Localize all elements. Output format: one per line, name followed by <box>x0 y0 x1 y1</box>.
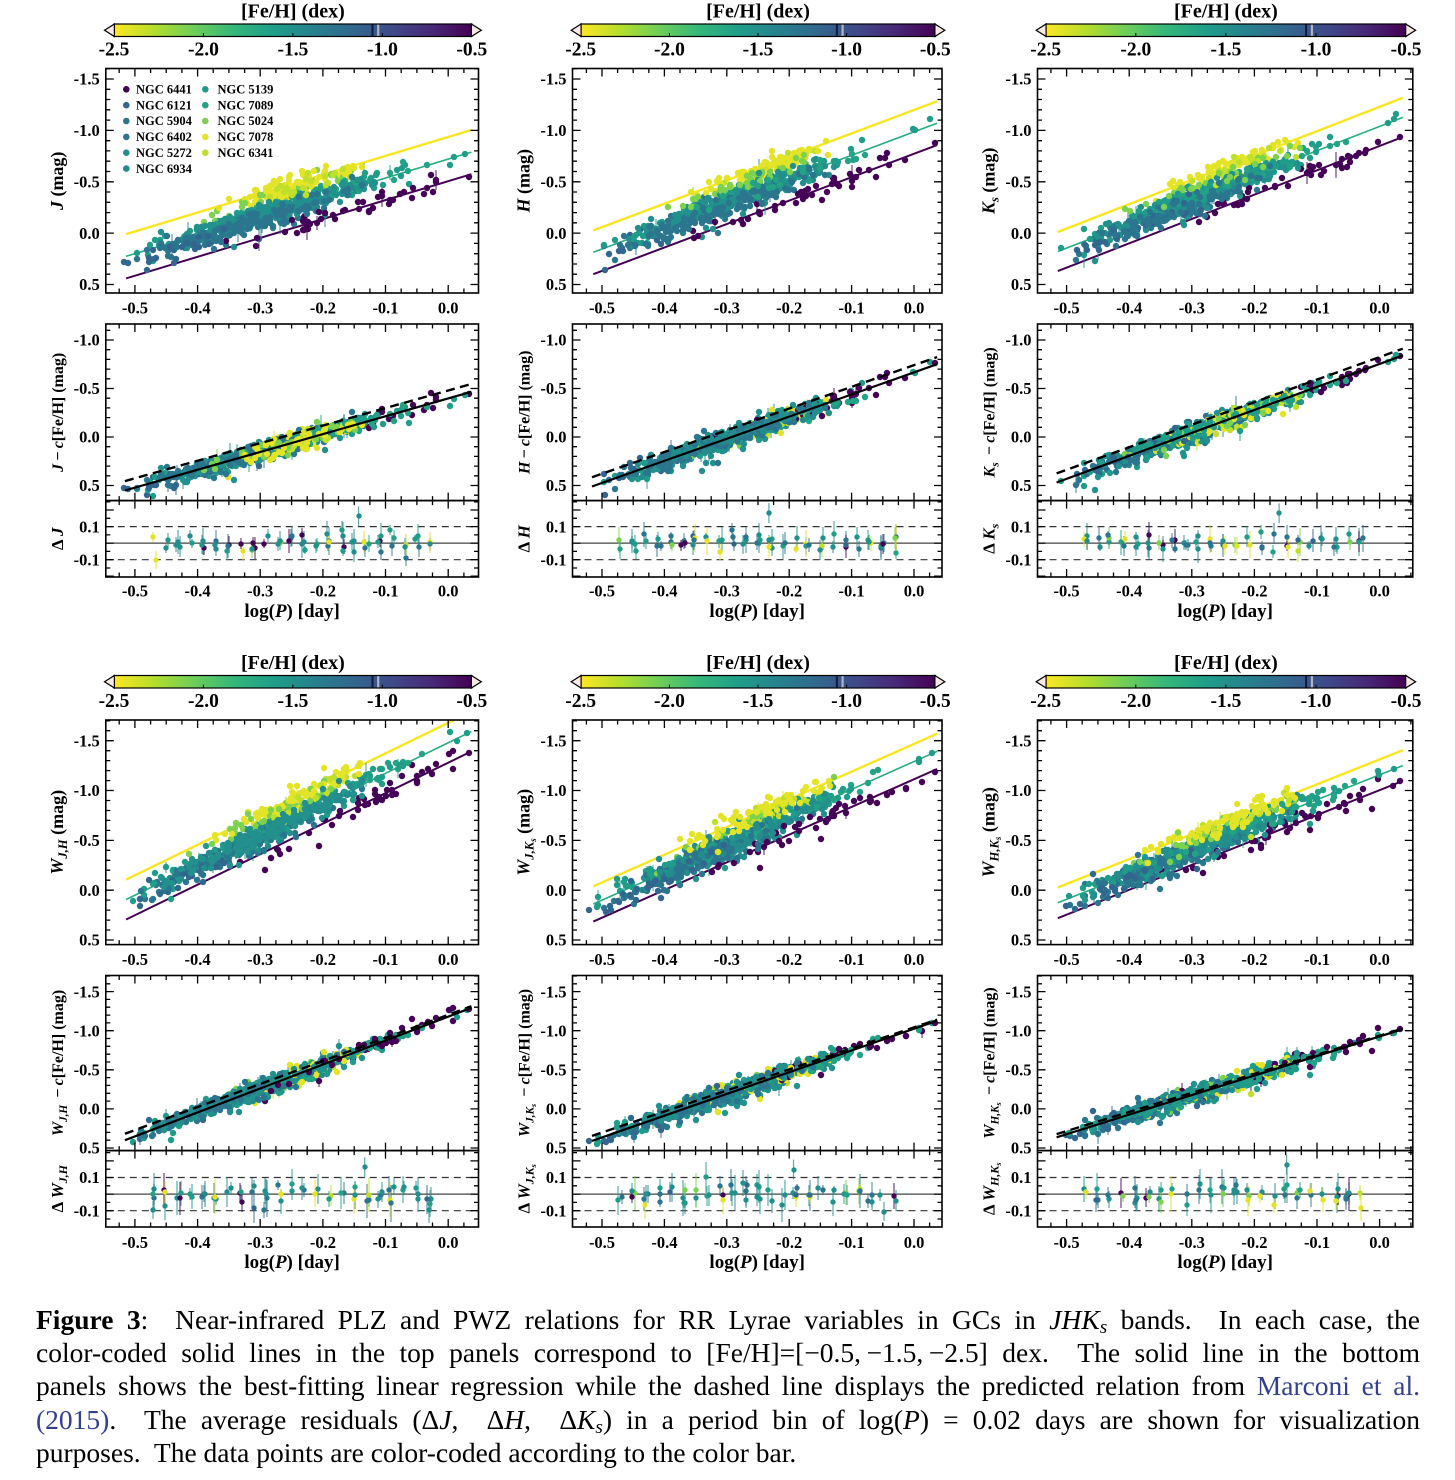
svg-text:0.5: 0.5 <box>546 476 567 495</box>
svg-text:0.5: 0.5 <box>1011 275 1032 294</box>
svg-text:0.5: 0.5 <box>79 275 100 294</box>
svg-text:0.0: 0.0 <box>438 299 459 318</box>
svg-text:0.5: 0.5 <box>546 275 567 294</box>
svg-text:-1.5: -1.5 <box>277 39 308 60</box>
svg-text:-0.1: -0.1 <box>372 299 398 318</box>
svg-text:0.0: 0.0 <box>904 299 925 318</box>
svg-text:-0.5: -0.5 <box>540 379 566 398</box>
svg-text:NGC 6934: NGC 6934 <box>136 162 193 176</box>
svg-text:-0.5: -0.5 <box>74 379 100 398</box>
svg-text:-0.5: -0.5 <box>1005 172 1031 191</box>
svg-text:-1.5: -1.5 <box>74 70 100 89</box>
svg-text:NGC 6121: NGC 6121 <box>136 98 192 112</box>
svg-text:0.0: 0.0 <box>546 428 567 447</box>
svg-text:-0.5: -0.5 <box>589 582 615 601</box>
svg-text:-1.0: -1.0 <box>74 331 100 350</box>
svg-text:-1.0: -1.0 <box>367 39 398 60</box>
svg-text:-1.0: -1.0 <box>540 121 566 140</box>
svg-text:-2.0: -2.0 <box>188 39 219 60</box>
svg-text:NGC 6341: NGC 6341 <box>218 146 274 160</box>
svg-text:-0.2: -0.2 <box>776 582 802 601</box>
svg-text:-0.5: -0.5 <box>122 299 148 318</box>
svg-text:-0.3: -0.3 <box>1179 299 1205 318</box>
svg-text:-0.5: -0.5 <box>74 172 100 191</box>
svg-text:NGC 5904: NGC 5904 <box>136 114 193 128</box>
svg-text:NGC 5024: NGC 5024 <box>218 114 275 128</box>
svg-text:-2.5: -2.5 <box>99 39 130 60</box>
svg-text:Δ H: Δ H <box>515 524 534 552</box>
svg-text:-0.1: -0.1 <box>1304 299 1330 318</box>
svg-text:0.0: 0.0 <box>79 224 100 243</box>
svg-text:0.5: 0.5 <box>79 476 100 495</box>
svg-text:0.1: 0.1 <box>79 517 100 536</box>
svg-text:-0.2: -0.2 <box>1241 299 1267 318</box>
svg-text:log(P) [day]: log(P) [day] <box>709 601 805 622</box>
svg-text:-0.1: -0.1 <box>74 550 100 569</box>
svg-text:[Fe/H] (dex): [Fe/H] (dex) <box>241 1 345 23</box>
svg-text:-0.5: -0.5 <box>920 39 951 60</box>
svg-text:0.1: 0.1 <box>546 517 567 536</box>
svg-text:H (mag): H (mag) <box>514 149 535 214</box>
svg-text:-1.0: -1.0 <box>540 331 566 350</box>
svg-text:NGC 7078: NGC 7078 <box>218 130 274 144</box>
svg-text:-0.5: -0.5 <box>1054 299 1080 318</box>
svg-text:-1.5: -1.5 <box>540 70 566 89</box>
svg-text:NGC 6441: NGC 6441 <box>136 83 192 97</box>
svg-text:-0.4: -0.4 <box>1116 299 1142 318</box>
svg-text:J − c[Fe/H] (mag): J − c[Fe/H] (mag) <box>50 353 67 473</box>
svg-text:-2.5: -2.5 <box>1030 39 1061 60</box>
svg-text:log(P) [day]: log(P) [day] <box>244 601 340 622</box>
svg-text:-0.3: -0.3 <box>247 582 273 601</box>
svg-text:-1.5: -1.5 <box>743 39 774 60</box>
svg-text:-1.5: -1.5 <box>1210 39 1241 60</box>
svg-text:-0.2: -0.2 <box>776 299 802 318</box>
svg-text:-0.2: -0.2 <box>310 299 336 318</box>
svg-text:-0.5: -0.5 <box>540 172 566 191</box>
svg-text:J (mag): J (mag) <box>47 152 68 211</box>
svg-text:-0.3: -0.3 <box>714 299 740 318</box>
svg-text:Δ J: Δ J <box>48 527 67 550</box>
svg-text:[Fe/H] (dex): [Fe/H] (dex) <box>1174 1 1278 23</box>
svg-text:-0.1: -0.1 <box>839 582 865 601</box>
svg-text:0.0: 0.0 <box>438 582 459 601</box>
svg-text:NGC 7089: NGC 7089 <box>218 98 274 112</box>
svg-text:-0.1: -0.1 <box>540 550 566 569</box>
svg-text:NGC 5139: NGC 5139 <box>218 83 274 97</box>
svg-text:-0.5: -0.5 <box>456 39 487 60</box>
svg-text:-0.3: -0.3 <box>247 299 273 318</box>
svg-text:-0.2: -0.2 <box>310 582 336 601</box>
svg-text:-0.4: -0.4 <box>651 582 677 601</box>
svg-text:-0.1: -0.1 <box>839 299 865 318</box>
svg-text:NGC 5272: NGC 5272 <box>136 146 192 160</box>
svg-text:-2.5: -2.5 <box>565 39 596 60</box>
svg-text:-2.0: -2.0 <box>1120 39 1151 60</box>
svg-text:-0.5: -0.5 <box>589 299 615 318</box>
svg-text:0.0: 0.0 <box>546 224 567 243</box>
svg-text:H − c[Fe/H] (mag): H − c[Fe/H] (mag) <box>517 351 534 476</box>
svg-text:0.0: 0.0 <box>1369 299 1390 318</box>
svg-text:-0.1: -0.1 <box>372 582 398 601</box>
svg-text:0.0: 0.0 <box>904 582 925 601</box>
svg-text:-1.0: -1.0 <box>831 39 862 60</box>
svg-text:-0.5: -0.5 <box>122 582 148 601</box>
svg-text:[Fe/H] (dex): [Fe/H] (dex) <box>706 1 810 23</box>
svg-text:-0.3: -0.3 <box>714 582 740 601</box>
svg-text:-1.5: -1.5 <box>1005 70 1031 89</box>
svg-text:-1.0: -1.0 <box>74 121 100 140</box>
svg-text:NGC 6402: NGC 6402 <box>136 130 192 144</box>
svg-text:-2.0: -2.0 <box>654 39 685 60</box>
svg-text:-0.4: -0.4 <box>651 299 677 318</box>
svg-text:0.0: 0.0 <box>79 428 100 447</box>
svg-text:-0.4: -0.4 <box>185 299 211 318</box>
svg-text:-0.4: -0.4 <box>185 582 211 601</box>
svg-text:-0.5: -0.5 <box>1391 39 1422 60</box>
svg-text:0.0: 0.0 <box>1011 224 1032 243</box>
svg-text:-1.0: -1.0 <box>1005 121 1031 140</box>
svg-text:-1.0: -1.0 <box>1301 39 1332 60</box>
